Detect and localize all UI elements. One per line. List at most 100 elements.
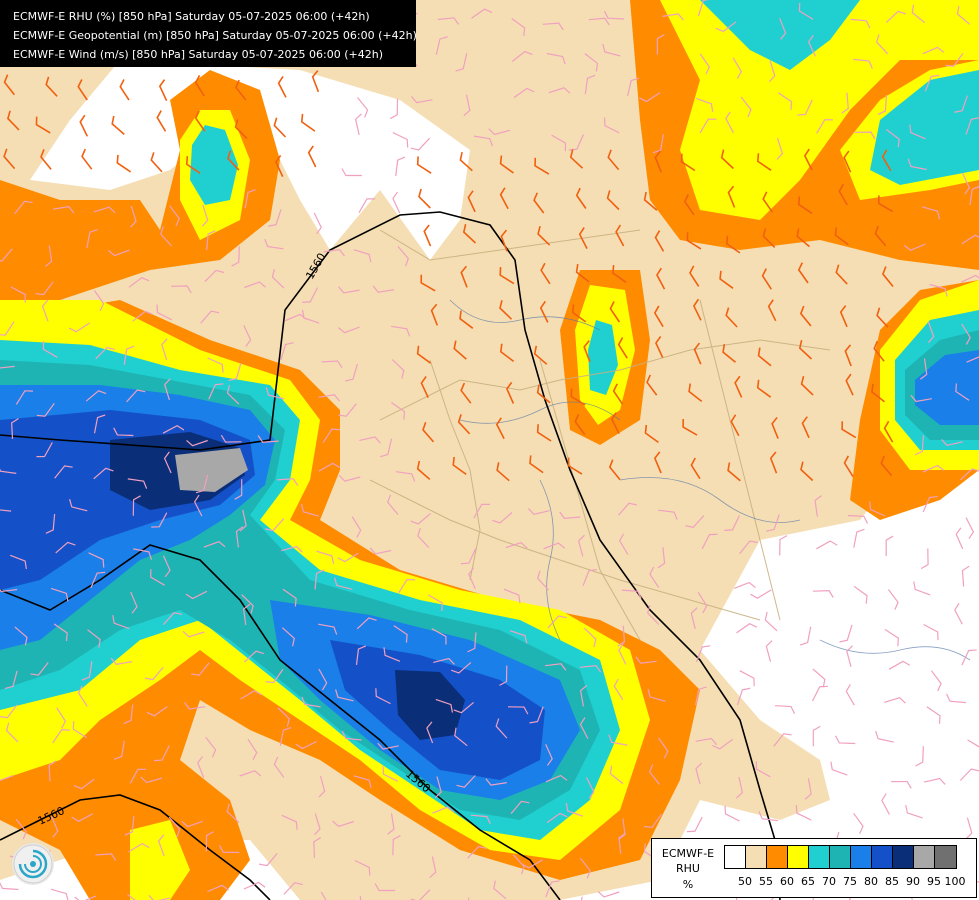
wind-barb [734,581,756,589]
wind-barb [127,478,148,489]
wind-barb [575,187,587,209]
wind-barb [766,514,780,532]
wind-barb [387,813,395,835]
wind-barb [880,455,893,477]
wind-barb [277,707,290,727]
wind-barb [271,269,285,289]
wind-barb [355,645,367,665]
legend-color-scale [724,845,957,869]
wind-barb [903,243,926,251]
legend-tick: 50 [738,875,752,888]
wind-barb [839,305,848,328]
legend-swatch [767,846,788,868]
wind-barb [156,304,172,321]
wind-barb [418,188,431,209]
wind-barb [162,424,185,434]
wind-barb [52,729,70,744]
wind-barb [969,185,979,206]
wind-barb [961,234,979,245]
wind-barb [609,301,621,323]
wind-barb [875,730,894,743]
wind-barb [696,97,714,112]
wind-barb [695,686,707,706]
wind-barb [505,541,528,549]
wind-barb [545,774,568,783]
wind-barb [853,58,873,69]
wind-barb [509,630,528,644]
wind-barb [182,630,205,638]
wind-barb [850,18,871,29]
wind-barb [965,517,975,540]
wind-barb [395,471,416,482]
wind-barb [621,589,642,599]
wind-barb [801,416,810,439]
wind-barb [853,528,865,548]
legend-tick: 95 [927,875,941,888]
wind-barb [954,95,968,113]
wind-barb [814,495,822,517]
wind-barb [750,589,772,599]
wind-barb [724,805,740,822]
wind-barb [768,60,776,83]
wind-barb [74,895,97,900]
wind-barb [318,623,338,635]
wind-barb [800,461,814,482]
wind-barb [15,818,27,840]
wind-barb [799,626,812,646]
wind-barb [185,156,201,174]
wind-barb [129,768,147,784]
wind-barb [468,567,476,590]
wind-barb [5,722,19,743]
wind-barb [720,149,734,170]
wind-barb [644,813,662,828]
wind-barb [695,645,711,663]
wind-barb [779,535,788,556]
legend-tick: 60 [780,875,794,888]
wind-barb [876,307,889,328]
wind-barb [739,670,755,687]
wind-barb [357,97,369,118]
wind-barb [128,842,150,853]
rhu-band-95 [175,448,248,492]
wind-barb [962,172,971,195]
wind-barb [429,856,437,878]
wind-barb [387,494,399,515]
wind-barb [273,117,287,138]
wind-barb [876,34,889,55]
wind-barb [725,307,738,328]
wind-barb [395,156,406,177]
wind-barb [499,343,515,363]
wind-barb [812,590,834,598]
wind-barb [234,479,243,500]
wind-barb [435,36,448,55]
wind-barb [618,533,629,555]
wind-barb [265,387,285,400]
wind-barb [334,577,353,590]
wind-barb [123,345,135,365]
wind-barb [186,439,208,447]
wind-barb [603,117,620,134]
wind-barb [411,95,433,104]
wind-barb [218,844,240,854]
wind-barb [124,815,135,836]
wind-barb [758,811,779,822]
wind-barb [0,880,19,891]
wind-barb [583,340,591,363]
wind-barb [110,657,133,666]
rhu-band-80-e [915,350,979,425]
wind-barb [887,589,899,610]
wind-barb [204,269,225,283]
wind-barb [281,627,295,647]
wind-barb [955,383,970,401]
wind-barb [545,880,560,898]
wind-barb [680,153,696,172]
wind-barb [658,509,678,520]
wind-barb [375,688,391,705]
wind-barb [119,79,130,101]
wind-barb [929,283,948,297]
wind-barb [845,373,854,396]
wind-barb [853,585,868,604]
wind-barb [608,734,628,746]
wind-barb [398,578,416,594]
